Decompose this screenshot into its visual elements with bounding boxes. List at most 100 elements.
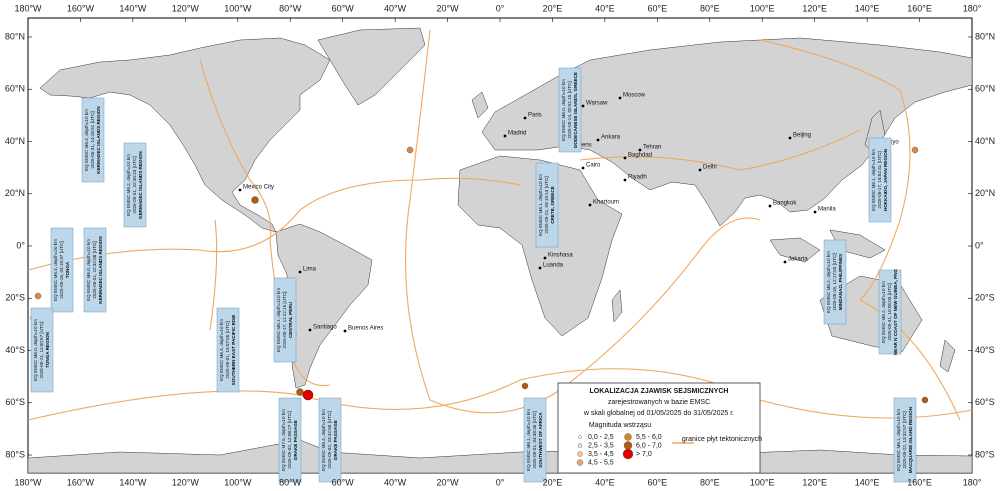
annotation: EQ EMSC M6.4, depth=10 km 2025-05-02, 23:… (318, 397, 342, 483)
annotation-text: 2025-05-14, 00:51:15 [UTC] (567, 81, 572, 138)
annotation: EQ EMSC M6.1, depth=10 km 2025-05-22, 03:… (535, 162, 559, 248)
annotation-box (558, 67, 582, 153)
annotation-text: DRAKE PASSAGE (293, 420, 298, 460)
lat-label: 80°N (5, 31, 25, 41)
lon-label: 180°W (14, 3, 42, 13)
city-dot (238, 188, 242, 192)
annotation: EQ EMSC M6.4, depth=20 km 2025-05-16, 04:… (50, 227, 74, 313)
annotation-text: 2025-05-01, 15:07:55 [UTC] (225, 321, 230, 378)
legend-plates: granice płyt tektonicznych (682, 436, 762, 443)
lon-label: 20°E (543, 3, 563, 13)
annotation-text: EQ EMSC M6.1, depth=10 km (871, 149, 876, 211)
annotation-text: EQ EMSC M6.1, depth=10 km (538, 174, 543, 236)
city-dot (581, 166, 585, 170)
annotation-box (318, 397, 342, 483)
annotation-box (83, 227, 107, 313)
lat-label: 20°N (975, 188, 995, 198)
legend-symbol (577, 443, 583, 448)
lat-label: 60°S (975, 397, 995, 407)
lat-label: 40°S (5, 345, 25, 355)
legend-label: 4,5 - 5,5 (588, 459, 614, 466)
annotation-text: 2025-05-31, 14:26:51 [UTC] (90, 111, 95, 168)
lon-label: 180° (963, 477, 982, 487)
annotation-text: TONGA (65, 261, 70, 278)
annotation-box (216, 307, 240, 393)
annotation-text: KERMADEC ISLANDS REGION (138, 151, 143, 219)
annotation-text: KERMADEC ISLANDS REGION (96, 106, 101, 174)
annotation-text: 2025-05-01, 22:32:08 [UTC] (92, 241, 97, 298)
annotation-text: KERMADEC ISLANDS REGION (98, 236, 103, 304)
lon-label: 120°W (172, 3, 200, 13)
annotation-box (535, 162, 559, 248)
annotation-text: 2025-05-18, 12:17:03 [UTC] (832, 253, 837, 310)
legend-magnitude-title: Magnituda wstrząsu (589, 422, 651, 429)
annotation-text: EQ EMSC M6.4, depth=20 km (53, 239, 58, 301)
legend-symbol (622, 448, 634, 460)
legend-label: 5,5 - 6,0 (636, 434, 662, 441)
annotation-text: EQ EMSC M6.4, depth=10 km (321, 409, 326, 471)
annotations: EQ EMSC M6.4, depth=10 km 2025-05-31, 14:… (30, 67, 917, 483)
annotation: EQ EMSC M6.0, depth=10 km 2025-05-14, 00:… (558, 67, 582, 153)
annotation-text: EQ EMSC M6.4, depth=10 km (84, 109, 89, 171)
lon-label: 140°E (855, 3, 880, 13)
city-dot (638, 148, 642, 152)
city-dot (581, 104, 585, 108)
legend-subtitle: w skali globalnej od 01/05/2025 do 31/05… (583, 410, 734, 417)
city-label: Santiago (313, 325, 337, 331)
lon-label: 160°W (67, 3, 95, 13)
lon-label: 20°W (437, 3, 460, 13)
city-dot (343, 329, 347, 333)
annotation: EQ EMSC M7.5, depth=10 km 2025-05-02, 12:… (278, 397, 302, 483)
annotation-text: EQ EMSC M6.2, depth=10 km (826, 251, 831, 313)
lat-label: 20°S (5, 293, 25, 303)
annotation: EQ EMSC M6.2, depth=10 km 2025-05-18, 12:… (823, 239, 847, 325)
lon-label: 40°W (384, 477, 407, 487)
annotation-text: HOKKAIDO, JAPAN REGION (883, 148, 888, 211)
lon-label: 180° (963, 3, 982, 13)
annotation-text: EQ EMSC M6.0, depth=10 km (561, 79, 566, 141)
annotation-text: SOUTHERN EAST PACIFIC RISE (231, 315, 236, 386)
city-label: Madrid (508, 131, 526, 137)
city-label: Bangkok (773, 201, 797, 207)
city-label: Luanda (543, 263, 564, 269)
lon-label: 60°W (332, 3, 355, 13)
city-dot (308, 328, 312, 332)
legend-label: 6,0 - 7,0 (636, 442, 662, 449)
city-dot (698, 168, 702, 172)
lat-label: 80°S (5, 449, 25, 459)
annotation-text: MACQUARIE ISLAND REGION (908, 406, 913, 473)
annotation-box (878, 269, 902, 355)
legend-label: 0,0 - 2,5 (588, 434, 614, 441)
annotation-text: 2025-05-22, 03:19:13 [UTC] (544, 176, 549, 233)
annotation-text: 2025-05-22, 13:32:57 [UTC] (902, 411, 907, 468)
city-label: Delhi (703, 165, 717, 171)
annotation-text: TONGA REGION (45, 331, 50, 367)
lon-label: 120°E (802, 3, 827, 13)
annotation-box (523, 397, 547, 483)
annotation-text: 2025-05-21, 11:00:57 [UTC] (39, 322, 44, 379)
annotation-text: CRETE, GREECE (550, 186, 555, 224)
city-label: Athens (573, 143, 592, 149)
lon-label: 60°E (648, 3, 668, 13)
lon-label: 60°W (332, 477, 355, 487)
city-label: Tehran (643, 145, 661, 151)
annotation-text: 2025-05-16, 04:19:37 [UTC] (59, 241, 64, 298)
city-dot (783, 260, 787, 264)
lon-label: 0° (496, 3, 505, 13)
legend-label: > 7,0 (636, 451, 652, 458)
lon-label: 80°W (279, 3, 302, 13)
city-label: Moscow (623, 93, 646, 99)
city-label: Kinshasa (548, 253, 573, 259)
lat-label: 40°N (5, 136, 25, 146)
axis-labels: 180°W 180°W 160°W 160°W 140°W 140°W 120°W 120°W… (5, 3, 995, 487)
lon-label: 160°E (907, 3, 932, 13)
legend-symbol (577, 451, 583, 457)
city-label: Manila (818, 207, 836, 213)
legend: LOKALIZACJA ZJAWISK SEJSMICZNYCH zarejes… (557, 382, 762, 474)
annotation-text: 2025-05-17, 11:22:15 [UTC] (282, 292, 287, 349)
lon-label: 100°E (750, 3, 775, 13)
lon-label: 40°W (384, 3, 407, 13)
city-dot (618, 96, 622, 100)
